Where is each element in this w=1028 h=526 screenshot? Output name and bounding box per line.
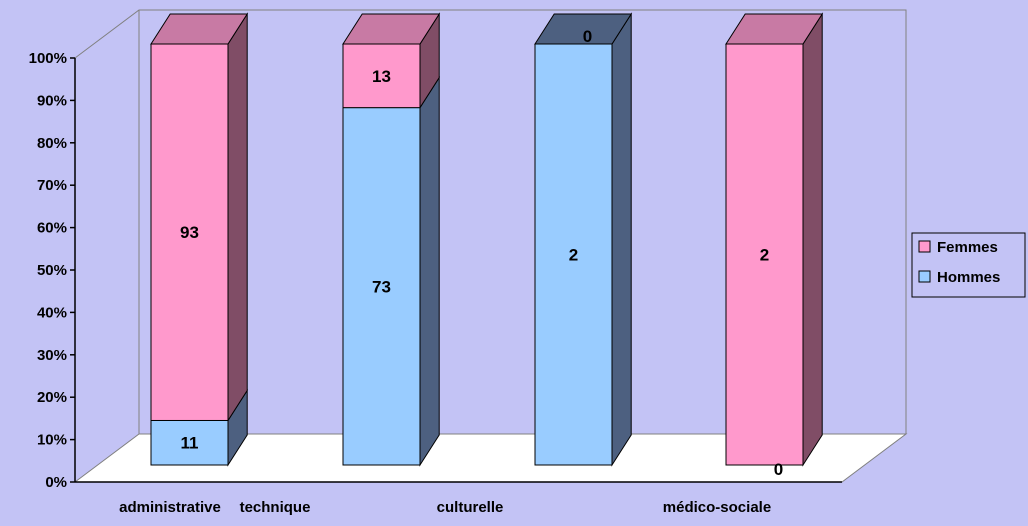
y-tick-label: 20% [37, 389, 67, 406]
x-category-label: administrative [119, 499, 221, 516]
bar-stack-technique: 73 13 [342, 12, 441, 467]
y-axis: 0% 10% 20% 30% 40% 50% 60% 70% 80% 90% 100% [29, 50, 76, 491]
bar-side-femmes-administrative [227, 12, 248, 423]
legend-box [911, 232, 1026, 298]
legend-label-femmes: Femmes [937, 239, 998, 256]
bar-stack-medico-sociale: 02 [725, 12, 824, 479]
data-label-hommes-medico-sociale: 0 [774, 460, 783, 479]
data-label-hommes-technique: 73 [372, 277, 391, 296]
y-tick-label: 0% [45, 474, 67, 491]
bar-top-technique [342, 13, 441, 45]
bar-femmes-administrative [150, 43, 229, 421]
data-label-hommes-culturelle: 2 [569, 246, 578, 265]
y-tick-label: 10% [37, 432, 67, 449]
data-label-femmes-administrative: 93 [180, 223, 199, 242]
y-tick-label: 30% [37, 347, 67, 364]
bar-stack-administrative: 11 93 [150, 12, 249, 467]
bar-side-hommes-technique [419, 75, 440, 467]
data-label-femmes-technique: 13 [372, 67, 391, 86]
x-category-label: culturelle [437, 499, 504, 516]
y-tick-label: 40% [37, 304, 67, 321]
legend-swatch-femmes [918, 240, 931, 253]
x-axis: administrative technique culturelle médico-… [75, 481, 842, 516]
x-category-label: technique [240, 499, 311, 516]
bar-top-medico-sociale [725, 13, 824, 45]
y-tick-label: 100% [29, 50, 67, 67]
bar-stack-culturelle: 20 [534, 12, 633, 467]
bar-hommes-culturelle [534, 43, 613, 466]
data-label-femmes-medico-sociale: 2 [760, 246, 769, 265]
data-label-femmes-culturelle: 0 [583, 27, 592, 46]
data-label-hommes-administrative: 11 [181, 434, 199, 453]
y-tick-label: 50% [37, 262, 67, 279]
legend-swatch-hommes [918, 270, 931, 283]
legend: Femmes Hommes [911, 232, 1026, 298]
y-tick-label: 60% [37, 220, 67, 237]
y-tick-label: 80% [37, 135, 67, 152]
bar-top-culturelle [534, 13, 633, 45]
back-wall-outline [74, 9, 907, 434]
y-tick-label: 90% [37, 92, 67, 109]
y-tick-label: 70% [37, 177, 67, 194]
bar-side-hommes-culturelle [611, 12, 632, 467]
bar-top-administrative [150, 13, 249, 45]
x-category-label: médico-sociale [663, 499, 771, 516]
bar-femmes-medico-sociale [725, 43, 804, 466]
bar-hommes-technique [342, 107, 421, 466]
legend-label-hommes: Hommes [937, 269, 1000, 286]
bar-side-femmes-medico-sociale [802, 12, 823, 467]
